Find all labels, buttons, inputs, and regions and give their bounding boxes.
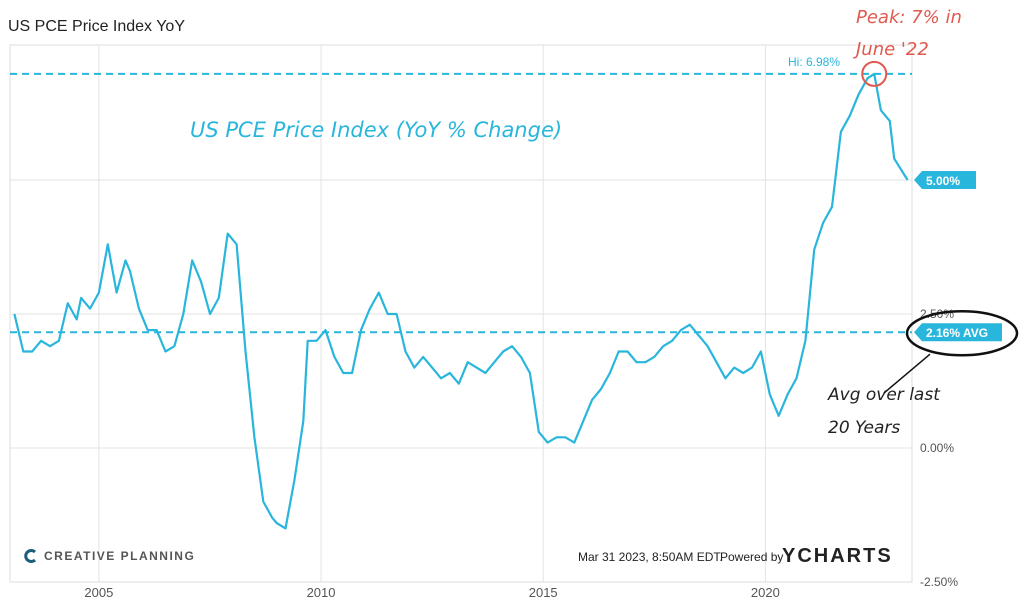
avg-note-line2: 20 Years bbox=[828, 418, 900, 438]
peak-note-line1: Peak: 7% in bbox=[856, 7, 962, 28]
page-title: US PCE Price Index YoY bbox=[8, 18, 185, 35]
avg-note-pointer bbox=[883, 353, 931, 394]
x-tick-label: 2010 bbox=[307, 585, 336, 600]
powered-by-label: Powered by bbox=[720, 550, 784, 564]
x-tick-label: 2005 bbox=[84, 585, 113, 600]
avg-highlight-ellipse bbox=[905, 309, 1019, 357]
avg-value-label: 2.16% AVG bbox=[926, 326, 988, 340]
series-line bbox=[13, 72, 909, 530]
last-value-tag bbox=[914, 171, 976, 189]
provider-logo: YCHARTS bbox=[782, 545, 893, 567]
y-tick-label: -2.50% bbox=[920, 575, 958, 589]
average-line bbox=[10, 72, 912, 334]
brand-c-icon bbox=[24, 549, 37, 563]
grid bbox=[9, 44, 913, 583]
series-line-layer bbox=[13, 72, 909, 530]
last-value-label: 5.00% bbox=[926, 174, 960, 188]
avg-value-tag bbox=[914, 323, 1002, 342]
chart-subtitle: US PCE Price Index (YoY % Change) bbox=[190, 118, 562, 142]
peak-note-line2: June '22 bbox=[853, 39, 929, 60]
brand-logo: CREATIVE PLANNING bbox=[24, 549, 195, 563]
timestamp: Mar 31 2023, 8:50AM EDT. bbox=[578, 550, 723, 564]
x-tick-label: 2015 bbox=[529, 585, 558, 600]
y-tick-label: 0.00% bbox=[920, 441, 954, 455]
brand-name: CREATIVE PLANNING bbox=[44, 549, 196, 563]
value-markers: 5.00% 2.16% AVG bbox=[861, 60, 1019, 394]
high-label: Hi: 6.98% bbox=[788, 55, 840, 69]
avg-note-line1: Avg over last bbox=[827, 385, 941, 405]
x-tick-label: 2020 bbox=[751, 585, 780, 600]
peak-highlight-circle bbox=[861, 60, 888, 87]
